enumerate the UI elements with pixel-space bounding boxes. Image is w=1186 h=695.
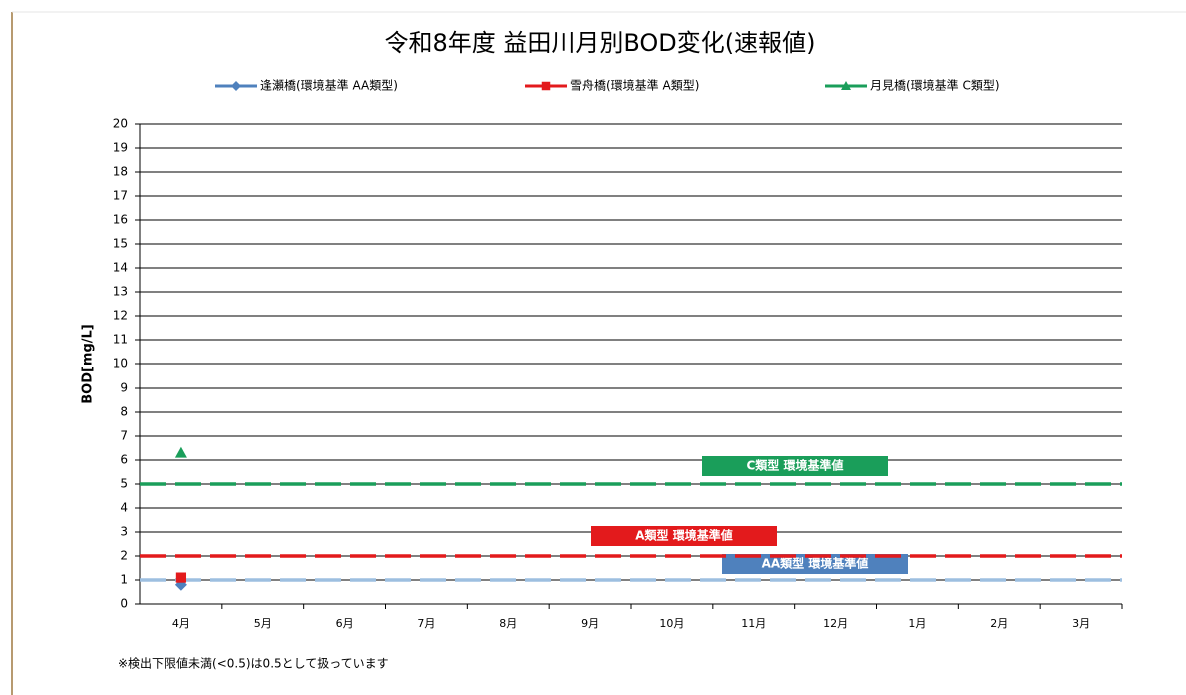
y-tick-label: 4	[120, 501, 128, 515]
y-tick-label: 5	[120, 477, 128, 491]
y-tick-label: 15	[113, 237, 128, 251]
marker	[541, 81, 551, 91]
y-tick-label: 3	[120, 525, 128, 539]
reference-label: A類型 環境基準値	[635, 528, 732, 543]
reference-label-box	[702, 456, 888, 476]
legend-label: 月見橋(環境基準 C類型)	[870, 78, 1000, 93]
x-tick-label: 4月	[172, 617, 190, 630]
marker	[841, 81, 851, 90]
x-tick-label: 1月	[908, 617, 926, 630]
x-tick-label: 2月	[990, 617, 1008, 630]
marker	[231, 81, 241, 91]
reference-label: AA類型 環境基準値	[762, 556, 869, 571]
x-tick-label: 10月	[659, 617, 684, 630]
y-tick-label: 14	[113, 261, 128, 275]
note: ※検出下限値未満(<0.5)は0.5として扱っています	[118, 656, 389, 671]
x-tick-label: 11月	[741, 617, 766, 630]
reference-label-box	[722, 554, 908, 574]
reference-label: C類型 環境基準値	[747, 458, 844, 473]
y-tick-label: 12	[113, 309, 128, 323]
x-tick-label: 9月	[581, 617, 599, 630]
y-tick-label: 6	[120, 453, 128, 467]
y-axis-label: BOD[mg/L]	[81, 324, 96, 404]
legend-label: 雪舟橋(環境基準 A類型)	[570, 78, 699, 93]
x-tick-label: 5月	[254, 617, 272, 630]
x-tick-label: 7月	[417, 617, 435, 630]
marker	[174, 446, 187, 458]
y-tick-label: 7	[120, 429, 128, 443]
y-tick-label: 13	[113, 285, 128, 299]
x-tick-label: 3月	[1072, 617, 1090, 630]
y-tick-label: 18	[113, 165, 128, 179]
y-tick-label: 0	[120, 597, 128, 611]
y-tick-label: 8	[120, 405, 128, 419]
legend-label: 逢瀬橋(環境基準 AA類型)	[260, 78, 398, 93]
y-tick-label: 2	[120, 549, 128, 563]
y-tick-label: 9	[120, 381, 128, 395]
reference-label-box	[591, 526, 777, 546]
x-tick-label: 12月	[823, 617, 848, 630]
y-tick-label: 10	[113, 357, 128, 371]
x-tick-label: 6月	[336, 617, 354, 630]
y-tick-label: 16	[113, 213, 128, 227]
marker	[175, 572, 187, 583]
y-tick-label: 19	[113, 141, 128, 155]
y-tick-label: 11	[113, 333, 128, 347]
y-tick-label: 20	[113, 117, 128, 131]
y-tick-label: 1	[120, 573, 128, 587]
y-tick-label: 17	[113, 189, 128, 203]
x-tick-label: 8月	[499, 617, 517, 630]
chart-title: 令和8年度 益田川月別BOD変化(速報値)	[384, 29, 815, 57]
